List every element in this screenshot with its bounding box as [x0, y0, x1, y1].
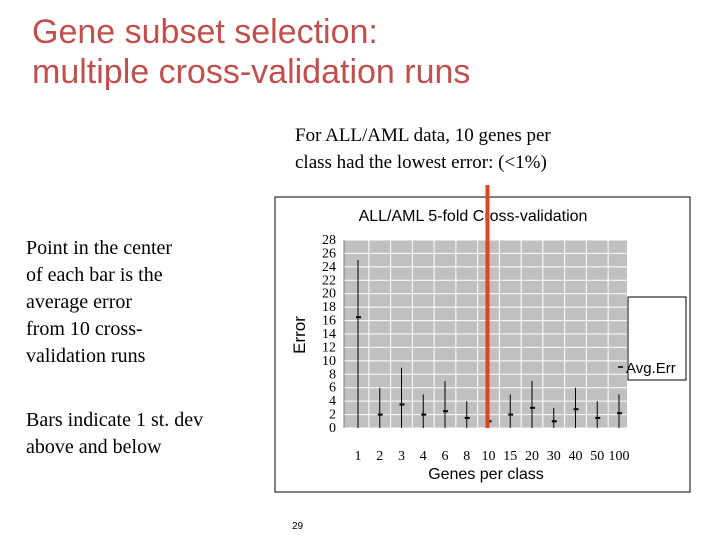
x-tick-label: 30	[547, 449, 561, 464]
x-tick-label: 100	[609, 449, 630, 464]
note2-line-1: Bars indicate 1 st. dev	[26, 409, 204, 431]
x-tick-label: 1	[355, 449, 362, 464]
legend-entry-avg-err: Avg.Err	[626, 360, 676, 377]
x-tick-labels: 1 2 3 4 6 8 10 15 20 30 40 50 100	[355, 449, 630, 464]
point-explanation-note: Point in the center of each bar is the a…	[26, 235, 172, 370]
note2-line-2: above and below	[26, 436, 162, 458]
x-tick-label: 2	[376, 449, 383, 464]
y-tick-label: 12	[322, 340, 336, 355]
chart-title: ALL/AML 5-fold Cross-validation	[359, 208, 588, 225]
y-axis-label: Error	[290, 316, 309, 354]
y-tick-label: 8	[329, 367, 336, 382]
y-tick-label: 10	[322, 354, 336, 369]
x-tick-label: 4	[420, 449, 427, 464]
x-axis-label: Genes per class	[428, 466, 544, 483]
x-tick-label: 50	[590, 449, 604, 464]
x-tick-label: 15	[503, 449, 517, 464]
x-tick-label: 10	[482, 449, 496, 464]
y-tick-label: 24	[322, 260, 336, 275]
x-tick-label: 6	[442, 449, 449, 464]
x-tick-label: 3	[398, 449, 405, 464]
legend: Avg.Err	[618, 296, 687, 381]
x-tick-label: 40	[569, 449, 583, 464]
slide-title-line-1: Gene subset selection:	[32, 13, 378, 51]
y-tick-label: 16	[322, 314, 336, 329]
x-tick-label: 8	[463, 449, 470, 464]
y-tick-label: 22	[322, 273, 336, 288]
note1-line-3: average error	[26, 291, 133, 313]
y-tick-label: 20	[322, 287, 336, 302]
note1-line-1: Point in the center	[26, 237, 173, 259]
note1-line-4: from 10 cross-	[26, 318, 143, 340]
series-marks	[356, 260, 622, 428]
callout-line-1: For ALL/AML data, 10 genes per	[295, 125, 551, 146]
y-tick-label: 14	[322, 327, 336, 342]
page-number: 29	[292, 521, 304, 532]
x-tick-label: 20	[525, 449, 539, 464]
y-tick-label: 26	[322, 246, 336, 261]
callout-line-2: class had the lowest error: (<1%)	[295, 152, 547, 173]
slide-title: Gene subset selection: multiple cross-va…	[32, 12, 692, 92]
bar-explanation-note: Bars indicate 1 st. dev above and below	[26, 407, 203, 461]
y-tick-label: 6	[329, 381, 336, 396]
y-tick-label: 2	[329, 408, 336, 423]
legend-box	[627, 296, 687, 381]
y-tick-label: 0	[329, 421, 336, 436]
y-tick-label: 4	[329, 394, 336, 409]
note1-line-2: of each bar is the	[26, 264, 163, 286]
y-tick-label: 18	[322, 300, 336, 315]
note1-line-5: validation runs	[26, 345, 146, 367]
lowest-error-callout: For ALL/AML data, 10 genes per class had…	[295, 122, 551, 176]
slide-title-line-2: multiple cross-validation runs	[32, 53, 471, 91]
y-tick-label: 28	[322, 233, 336, 248]
